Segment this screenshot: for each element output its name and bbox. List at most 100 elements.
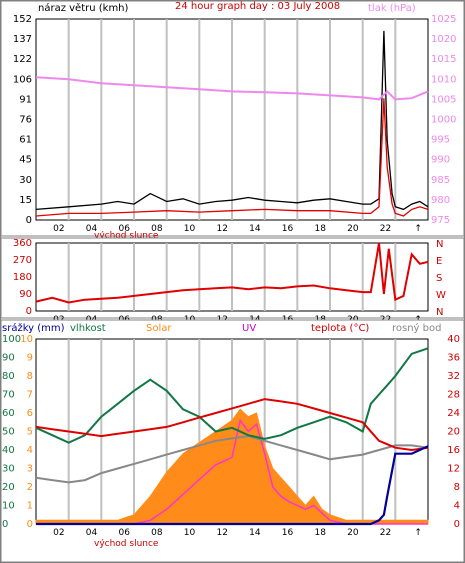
direction-y-tick: 360	[13, 238, 32, 249]
top-x-tick: 04	[86, 224, 98, 234]
temp-y-tick: 24	[447, 408, 460, 419]
direction-y-tick: 180	[13, 272, 32, 283]
solar-y-tick: 0	[27, 519, 33, 530]
temp-y-tick: 32	[447, 371, 460, 382]
humidity-y-tick: 30	[2, 464, 15, 475]
humidity-y-tick: 90	[2, 353, 15, 364]
top-x-tick: 22	[380, 224, 391, 234]
chart-title: 24 hour graph day : 03 July 2008	[175, 1, 340, 12]
humidity-series-line	[35, 347, 429, 444]
bot-x-tick: 06	[118, 528, 130, 538]
solar-y-tick: 9	[27, 353, 33, 364]
wind-series-line	[35, 98, 429, 217]
temp-y-tick: 36	[447, 353, 460, 364]
sunrise-label-top: východ slunce	[94, 231, 159, 241]
direction-y-tick: 0	[26, 306, 32, 317]
humidity-y-tick: 0	[2, 519, 8, 530]
solar-y-tick: 6	[27, 408, 33, 419]
legend-temp: teplota (°C)	[311, 323, 369, 334]
legend-solar: Solar	[146, 323, 172, 334]
humidity-y-tick: 20	[2, 482, 15, 493]
humidity-y-tick: 10	[2, 501, 15, 512]
humidity-y-tick: 70	[2, 390, 15, 401]
solar-y-tick: 2	[27, 482, 33, 493]
temp-series-line	[35, 398, 429, 452]
solar-y-tick: 8	[27, 371, 33, 382]
humidity-y-tick: 80	[2, 371, 15, 382]
top-x-tick: 10	[184, 224, 196, 234]
gust-y-tick: 0	[26, 215, 32, 226]
top-x-tick: 14	[249, 224, 261, 234]
temp-y-tick: 28	[447, 390, 460, 401]
bot-x-tick: 18	[314, 528, 326, 538]
gust-y-tick: 76	[19, 115, 32, 126]
gust-axis-label: náraz větru (kmh)	[38, 2, 129, 14]
bot-x-tick: 02	[53, 528, 64, 538]
top-x-tick: ↑	[414, 224, 422, 234]
compass-y-tick: N	[436, 239, 443, 250]
solar-y-tick: 7	[27, 390, 33, 401]
sunrise-label-bottom: východ slunce	[94, 539, 159, 549]
compass-y-tick: W	[436, 290, 446, 301]
direction-y-tick: 90	[19, 289, 32, 300]
solar-y-tick: 1	[27, 501, 33, 512]
pressure-y-tick: 1015	[431, 54, 456, 65]
pressure-y-tick: 1025	[431, 14, 456, 25]
top-x-tick: 20	[347, 224, 359, 234]
pressure-y-tick: 995	[431, 135, 450, 146]
wind-pressure-chart: náraz větru (kmh) 24 hour graph day : 03…	[0, 0, 465, 241]
pressure-y-tick: 990	[431, 155, 450, 166]
temp-y-tick: 8	[454, 482, 460, 493]
legend-rain: srážky (mm)	[2, 322, 65, 334]
pressure-y-tick: 985	[431, 175, 450, 186]
gust-y-tick: 61	[19, 135, 32, 146]
temp-humidity-chart: srážky (mm) vlhkost Solar UV teplota (°C…	[0, 319, 465, 563]
bot-x-tick: 14	[249, 528, 261, 538]
pressure-y-tick: 1010	[431, 74, 456, 85]
gust-y-tick: 91	[19, 94, 32, 105]
humidity-y-tick: 60	[2, 408, 15, 419]
pressure-y-tick: 1020	[431, 34, 456, 45]
top-x-tick: 02	[53, 224, 64, 234]
direction-y-tick: 270	[13, 255, 32, 266]
pressure-y-tick: 975	[431, 215, 450, 226]
bot-x-tick: 04	[86, 528, 98, 538]
solar-y-tick: 5	[27, 427, 33, 438]
temp-y-tick: 16	[447, 445, 460, 456]
humidity-y-tick: 100	[2, 334, 21, 345]
temp-y-tick: 0	[454, 519, 460, 530]
legend-uv: UV	[242, 323, 256, 334]
gust-y-tick: 45	[19, 155, 32, 166]
gust-y-tick: 106	[13, 74, 32, 85]
gust-y-tick: 15	[19, 195, 32, 206]
bot-x-tick: 12	[216, 528, 227, 538]
top-x-tick: 06	[118, 224, 130, 234]
compass-y-tick: E	[436, 256, 442, 267]
legend-dew: rosný bod	[392, 322, 441, 334]
solar-y-tick: 4	[27, 445, 33, 456]
top-x-tick: 08	[151, 224, 163, 234]
rain-series-line	[36, 445, 429, 526]
gust-series-line	[35, 30, 429, 211]
temp-y-tick: 12	[447, 464, 460, 475]
legend-humidity: vlhkost	[70, 323, 106, 334]
direction-series-line	[35, 242, 429, 304]
compass-y-tick: N	[436, 307, 443, 318]
bot-x-tick: 08	[151, 528, 163, 538]
bot-x-tick: ↑	[414, 528, 422, 538]
pressure-axis-label: tlak (hPa)	[368, 3, 416, 14]
pressure-y-tick: 980	[431, 195, 450, 206]
pressure-y-tick: 1000	[431, 115, 456, 126]
temp-y-tick: 20	[447, 427, 460, 438]
gust-y-tick: 122	[13, 54, 32, 65]
temp-y-tick: 40	[447, 334, 460, 345]
top-x-tick: 16	[282, 224, 294, 234]
gust-y-tick: 152	[13, 14, 32, 25]
solar-y-tick: 3	[27, 464, 33, 475]
humidity-y-tick: 50	[2, 427, 15, 438]
bot-x-tick: 10	[184, 528, 196, 538]
pressure-y-tick: 1005	[431, 94, 456, 105]
humidity-y-tick: 40	[2, 445, 15, 456]
